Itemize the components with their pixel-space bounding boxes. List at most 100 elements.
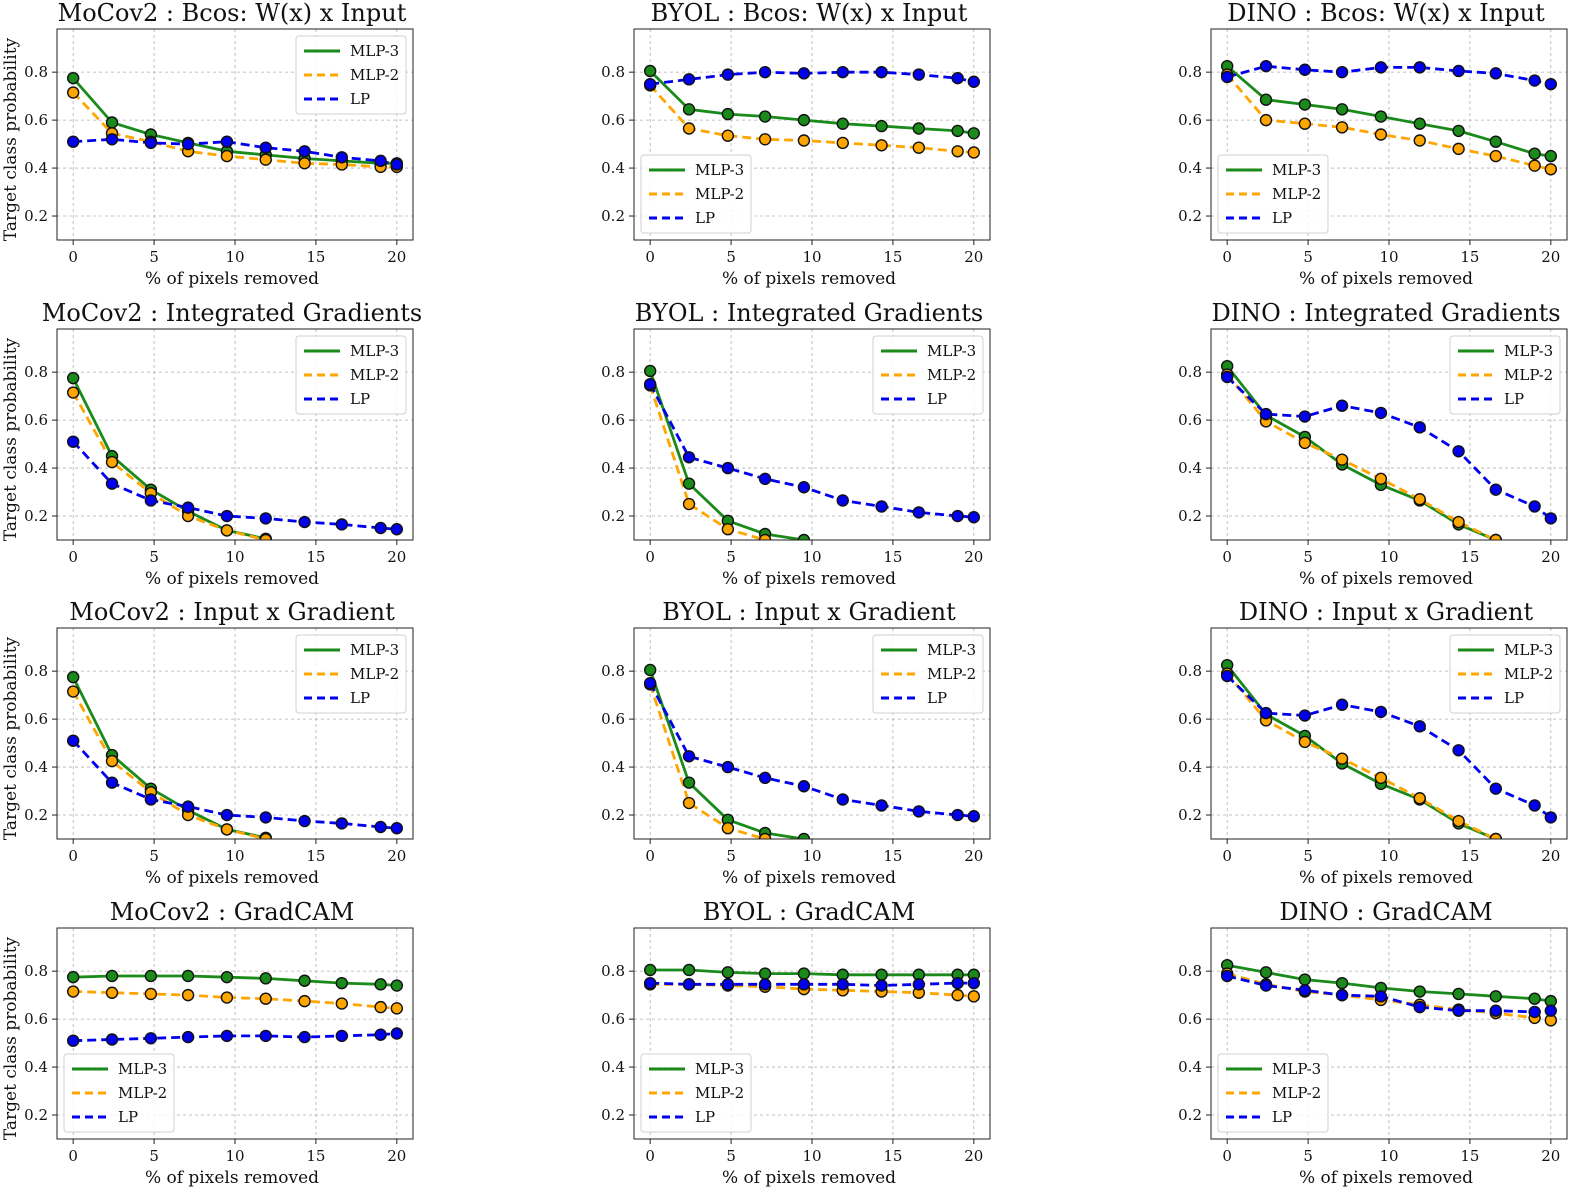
y-tick-label: 0.4 [601,459,625,477]
x-axis-label: % of pixels removed [1299,868,1473,888]
chart-title: DINO : Input x Gradient [1239,598,1534,626]
data-point-lp [390,158,404,171]
x-tick-label: 0 [1222,248,1232,266]
x-tick-label: 20 [387,1147,406,1165]
data-point-lp [797,481,811,494]
data-point-mlp-2 [1259,113,1273,127]
data-point-lp [967,75,981,88]
x-tick-label: 10 [1379,548,1398,566]
data-point-lp [1413,421,1426,434]
legend-label-mlp-2: MLP-2 [1504,665,1553,683]
data-point-mlp-2 [1452,814,1465,828]
legend-label-mlp-3: MLP-3 [350,42,399,60]
data-point-lp [758,472,772,486]
data-point-lp [721,978,735,991]
series-line-mlp-3 [72,77,397,165]
data-point-lp [1452,64,1465,78]
data-point-mlp-2 [181,988,195,1002]
series-line-mlp-3 [1226,65,1552,158]
plot-frame [633,28,991,241]
x-tick-label: 20 [387,847,406,865]
y-tick-label: 0.2 [601,507,625,525]
series-group [643,963,981,1003]
legend-label-mlp-2: MLP-2 [350,66,399,84]
data-point-mlp-3 [1413,985,1426,998]
legend-label-mlp-2: MLP-2 [1272,1084,1321,1102]
data-point-mlp-2 [758,133,772,146]
series-line-mlp-3 [1226,365,1497,540]
data-point-lp [390,523,404,536]
data-point-lp [1259,979,1273,992]
chart-panel: 0 5 10 15 20 0.2 0.4 0.6 0.8 BYOL : Input x Gradi… [601,598,991,888]
data-point-lp [875,799,888,812]
chart-panel: 0 5 10 15 20 0.2 0.4 0.6 0.8 MoCov2 : Integrated … [1,299,422,589]
data-point-mlp-3 [1528,992,1541,1005]
data-point-lp [374,820,387,834]
data-point-lp [721,461,735,475]
y-tick-label: 0.4 [24,1058,48,1076]
data-point-lp [682,978,696,991]
data-point-lp [1544,77,1558,91]
x-tick-label: 10 [225,548,244,566]
data-point-lp [144,1032,158,1045]
data-point-lp [682,73,696,86]
data-point-mlp-3 [1413,117,1426,130]
data-point-lp [181,137,195,151]
x-tick-label: 15 [883,248,902,266]
y-tick-label: 0.8 [601,363,625,381]
data-point-mlp-3 [875,119,888,133]
data-point-lp [374,154,387,168]
data-point-mlp-3 [758,110,772,123]
chart-panel: 0 5 10 15 20 0.2 0.4 0.6 0.8 MoCov2 : Input x Gra… [1,598,414,888]
data-point-mlp-2 [259,153,272,166]
data-point-lp [1259,407,1273,421]
data-point-mlp-2 [1298,436,1312,450]
data-point-mlp-2 [1489,149,1503,163]
data-point-mlp-3 [1452,124,1465,138]
x-tick-label: 15 [883,1147,902,1165]
data-point-mlp-2 [259,533,272,540]
data-point-lp [335,817,348,830]
series-line-lp [1226,974,1551,1014]
data-point-mlp-2 [298,157,311,170]
data-point-lp [912,68,925,81]
data-point-mlp-2 [1452,142,1465,156]
series-line-mlp-3 [71,377,266,540]
series-line-lp [1226,674,1552,819]
y-axis-label: Target class probability [1,936,21,1140]
data-point-mlp-3 [682,103,696,116]
x-tick-label: 15 [1460,847,1479,865]
data-point-lp [643,377,657,391]
data-point-mlp-2 [259,992,272,1005]
series-line-mlp-3 [650,968,974,977]
data-point-lp [374,1028,387,1041]
x-tick-label: 15 [306,847,325,865]
series-line-lp [72,739,397,830]
x-tick-label: 15 [1460,248,1479,266]
y-tick-label: 0.2 [1178,806,1202,824]
data-point-lp [758,65,772,79]
data-point-mlp-3 [66,371,80,385]
data-point-lp [836,494,849,507]
y-tick-label: 0.6 [1178,111,1202,129]
data-point-mlp-3 [951,124,964,138]
data-point-mlp-3 [144,969,158,983]
data-point-mlp-3 [797,832,811,839]
series-group [66,71,404,174]
x-tick-label: 10 [802,248,821,266]
chart-title: BYOL : GradCAM [703,898,916,926]
data-point-lp [1452,1004,1465,1017]
y-tick-label: 0.2 [1178,1106,1202,1124]
data-point-mlp-2 [220,823,234,836]
y-tick-label: 0.4 [24,159,48,177]
data-point-mlp-3 [643,663,657,677]
series-line-mlp-2 [72,91,397,169]
y-tick-label: 0.6 [24,411,48,429]
x-tick-label: 5 [1303,847,1313,865]
x-tick-label: 20 [1541,548,1560,566]
data-point-mlp-3 [1335,976,1349,990]
data-point-lp [1544,512,1558,525]
series-line-mlp-2 [1226,373,1497,540]
series-line-lp [72,440,397,531]
